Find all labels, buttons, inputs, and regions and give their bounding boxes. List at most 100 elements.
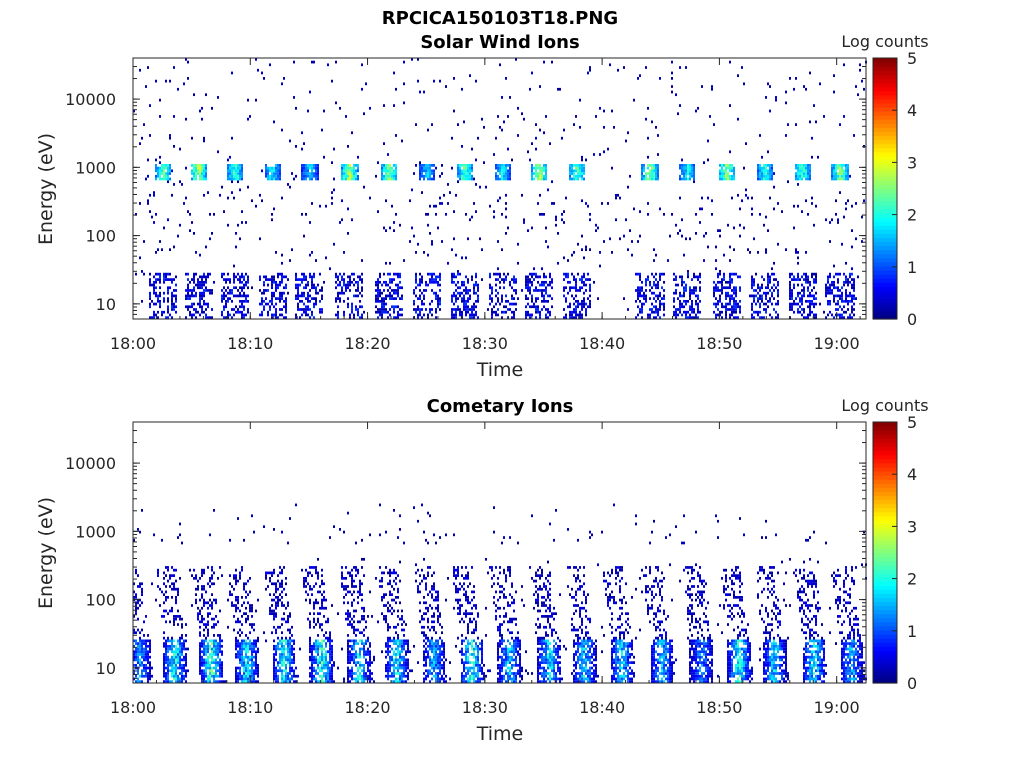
heatmap-cell <box>767 174 769 178</box>
heatmap-cell <box>147 658 149 662</box>
heatmap-cell <box>223 316 225 319</box>
heatmap-cell <box>735 305 737 309</box>
heatmap-cell <box>531 299 533 303</box>
heatmap-cell <box>287 661 289 664</box>
colorbar-segment <box>873 196 897 202</box>
heatmap-cell <box>701 207 703 211</box>
heatmap-cell <box>453 316 455 319</box>
heatmap-cell <box>431 275 433 279</box>
heatmap-cell <box>245 590 247 594</box>
heatmap-cell <box>437 302 439 306</box>
heatmap-cell <box>149 655 151 659</box>
heatmap-cell <box>281 308 283 311</box>
heatmap-cell <box>711 212 713 216</box>
heatmap-cell <box>429 164 431 167</box>
heatmap-cell <box>469 172 471 175</box>
heatmap-cell <box>751 302 753 306</box>
heatmap-cell <box>313 283 315 287</box>
colorbar-segment <box>873 200 897 206</box>
heatmap-cell <box>179 615 181 618</box>
heatmap-cell <box>531 172 533 175</box>
heatmap-cell <box>463 280 465 284</box>
heatmap-cell <box>253 639 255 643</box>
heatmap-cell <box>729 294 731 298</box>
heatmap-cell <box>719 280 721 284</box>
heatmap-cell <box>471 316 473 319</box>
heatmap-cell <box>337 297 339 300</box>
heatmap-cell <box>267 283 269 287</box>
heatmap-cell <box>663 289 665 292</box>
heatmap-cell <box>167 166 169 170</box>
heatmap-cell <box>453 313 455 317</box>
heatmap-cell <box>307 299 309 303</box>
heatmap-cell <box>247 185 249 189</box>
heatmap-cell <box>155 280 157 284</box>
heatmap-cell <box>771 174 773 178</box>
heatmap-cell <box>139 142 141 145</box>
heatmap-cell <box>183 677 185 681</box>
heatmap-cell <box>569 280 571 284</box>
heatmap-cell <box>277 647 279 651</box>
heatmap-cell <box>183 639 185 643</box>
heatmap-cell <box>377 308 379 311</box>
heatmap-cell <box>729 283 731 287</box>
heatmap-cell <box>171 566 173 569</box>
heatmap-cell <box>693 308 695 311</box>
heatmap-cell <box>323 155 325 159</box>
heatmap-cell <box>311 174 313 178</box>
heatmap-cell <box>139 644 141 648</box>
heatmap-cell <box>827 278 829 281</box>
heatmap-cell <box>791 308 793 311</box>
heatmap-cell <box>175 669 177 673</box>
heatmap-cell <box>303 576 305 580</box>
heatmap-cell <box>661 297 663 300</box>
heatmap-cell <box>385 283 387 287</box>
heatmap-cell <box>141 661 143 664</box>
heatmap-cell <box>309 172 311 175</box>
heatmap-cell <box>217 647 219 651</box>
heatmap-cell <box>321 568 323 572</box>
heatmap-cell <box>301 278 303 281</box>
heatmap-cell <box>269 612 271 616</box>
heatmap-cell <box>457 270 459 273</box>
heatmap-cell <box>549 310 551 314</box>
heatmap-cell <box>219 663 221 667</box>
heatmap-cell <box>205 302 207 306</box>
heatmap-cell <box>331 191 333 194</box>
heatmap-cell <box>387 164 389 167</box>
heatmap-cell <box>309 625 311 629</box>
heatmap-cell <box>205 674 207 678</box>
heatmap-cell <box>681 218 683 222</box>
heatmap-cell <box>811 302 813 306</box>
heatmap-cell <box>235 582 237 586</box>
heatmap-cell <box>311 661 313 664</box>
heatmap-cell <box>231 71 233 75</box>
heatmap-cell <box>473 308 475 311</box>
heatmap-cell <box>361 294 363 298</box>
heatmap-cell <box>807 294 809 298</box>
heatmap-cell <box>467 166 469 170</box>
colorbar-segment <box>873 94 897 100</box>
heatmap-cell <box>849 313 851 317</box>
heatmap-cell <box>153 286 155 290</box>
heatmap-cell <box>295 278 297 281</box>
heatmap-cell <box>511 158 513 162</box>
heatmap-cell <box>467 174 469 178</box>
heatmap-cell <box>137 658 139 662</box>
heatmap-cell <box>399 286 401 290</box>
heatmap-cell <box>497 313 499 317</box>
heatmap-cell <box>575 174 577 178</box>
heatmap-cell <box>681 294 683 298</box>
heatmap-cell <box>683 299 685 303</box>
heatmap-cell <box>675 308 677 311</box>
heatmap-cell <box>513 278 515 281</box>
heatmap-cell <box>715 302 717 306</box>
heatmap-cell <box>421 299 423 303</box>
heatmap-cell <box>739 310 741 314</box>
heatmap-cell <box>769 289 771 292</box>
colorbar-tick-label: 3 <box>907 153 917 172</box>
heatmap-cell <box>677 308 679 311</box>
heatmap-cell <box>459 294 461 298</box>
heatmap-cell <box>203 639 205 643</box>
heatmap-cell <box>213 634 215 637</box>
